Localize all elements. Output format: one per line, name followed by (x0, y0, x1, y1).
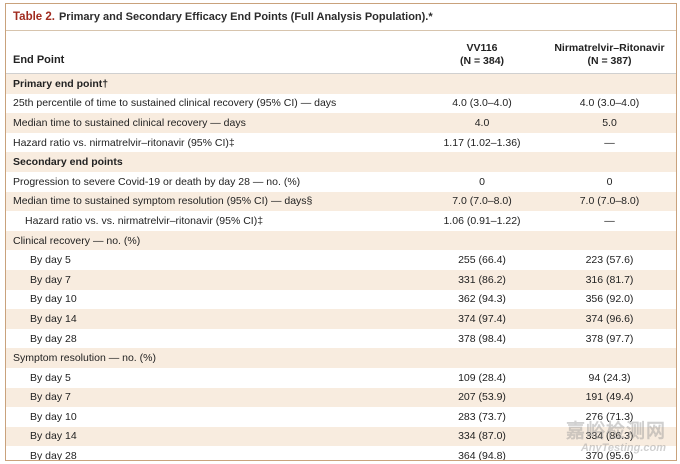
vv116-value: 1.06 (0.91–1.22) (443, 214, 521, 227)
table-row: By day 10 362 (94.3) 356 (92.0) (6, 290, 676, 310)
table-row: Clinical recovery — no. (%) (6, 230, 676, 251)
table-row: Hazard ratio vs. nirmatrelvir–ritonavir … (6, 133, 676, 153)
nirmatrelvir-value: 4.0 (3.0–4.0) (579, 97, 640, 110)
row-label: By day 10 (30, 293, 77, 306)
table-row: Symptom resolution — no. (%) (6, 348, 676, 368)
row-label: By day 28 (30, 332, 77, 345)
row-label: Hazard ratio vs. vs. nirmatrelvir–ritona… (25, 214, 264, 227)
table-row: Secondary end points (6, 152, 676, 172)
vv116-value: 207 (53.9) (458, 391, 506, 404)
nirmatrelvir-value: 374 (96.6) (585, 312, 634, 325)
row-label: By day 14 (30, 312, 77, 325)
table-row: Primary end point† (6, 74, 676, 94)
table-row: Median time to sustained clinical recove… (6, 113, 676, 133)
row-label: By day 7 (30, 273, 71, 286)
nirmatrelvir-value: 356 (92.0) (585, 293, 634, 306)
vv116-value: 362 (94.3) (458, 293, 506, 306)
table-label: Table 2. (13, 11, 55, 23)
vv116-column-header: VV116 (N = 384) (421, 31, 543, 73)
row-label: By day 14 (30, 430, 77, 443)
row-label: By day 7 (30, 391, 71, 404)
vv116-value: 4.0 (474, 116, 490, 129)
vv116-header-name: VV116 (466, 42, 498, 54)
row-label: Clinical recovery — no. (%) (13, 234, 141, 247)
table-row: Progression to severe Covid-19 or death … (6, 172, 676, 192)
row-label: Median time to sustained symptom resolut… (13, 195, 313, 208)
vv116-value: 1.17 (1.02–1.36) (443, 136, 521, 149)
nirmatrelvir-value: — (604, 136, 615, 149)
row-label: Progression to severe Covid-19 or death … (13, 175, 301, 188)
vv116-value: 0 (479, 175, 485, 188)
nirmatrelvir-value: 94 (24.3) (588, 371, 631, 384)
nirmatrelvir-value: — (604, 214, 615, 227)
vv116-value: 7.0 (7.0–8.0) (452, 195, 512, 208)
row-label: By day 10 (30, 410, 77, 423)
vv116-value: 364 (94.8) (458, 450, 506, 461)
table-row: By day 5 109 (28.4) 94 (24.3) (6, 368, 676, 388)
table-body: Primary end point† 25th percentile of tim… (6, 74, 676, 461)
nirmatrelvir-value: 191 (49.4) (585, 391, 634, 404)
table-row: By day 10 283 (73.7) 276 (71.3) (6, 407, 676, 427)
nirmatrelvir-value: 276 (71.3) (585, 410, 634, 423)
vv116-value: 378 (98.4) (458, 332, 506, 345)
table-row: By day 7 207 (53.9) 191 (49.4) (6, 387, 676, 408)
row-label: Hazard ratio vs. nirmatrelvir–ritonavir … (13, 136, 235, 149)
table-row: By day 7 331 (86.2) 316 (81.7) (6, 269, 676, 290)
vv116-value: 4.0 (3.0–4.0) (452, 97, 512, 110)
row-label: 25th percentile of time to sustained cli… (13, 97, 337, 110)
table-row: 25th percentile of time to sustained cli… (6, 94, 676, 114)
nirmatrelvir-value: 7.0 (7.0–8.0) (579, 195, 640, 208)
nirmatrelvir-value: 223 (57.6) (585, 254, 634, 267)
row-label: Primary end point† (13, 77, 109, 90)
row-label: By day 5 (30, 371, 71, 384)
table-header-row: End Point VV116 (N = 384) Nirmatrelvir–R… (6, 31, 676, 74)
table-row: By day 28 378 (98.4) 378 (97.7) (6, 329, 676, 349)
row-label: Median time to sustained clinical recove… (13, 116, 246, 129)
vv116-value: 334 (87.0) (458, 430, 506, 443)
vv116-value: 283 (73.7) (458, 410, 506, 423)
table-caption: Table 2. Primary and Secondary Efficacy … (6, 4, 676, 31)
table-row: By day 28 364 (94.8) 370 (95.6) (6, 446, 676, 461)
table-row: Median time to sustained symptom resolut… (6, 191, 676, 212)
table-row: By day 14 374 (97.4) 374 (96.6) (6, 309, 676, 329)
nirmatrelvir-value: 378 (97.7) (585, 332, 634, 345)
vv116-value: 331 (86.2) (458, 273, 506, 286)
row-label: By day 28 (30, 450, 77, 461)
table-title: Primary and Secondary Efficacy End Point… (58, 11, 433, 23)
nirmatrelvir-value: 5.0 (602, 116, 617, 129)
table-row: By day 14 334 (87.0) 334 (86.3) (6, 426, 676, 447)
nirmatrelvir-value: 370 (95.6) (585, 450, 634, 461)
row-label: By day 5 (30, 254, 71, 267)
endpoint-column-header: End Point (13, 54, 65, 66)
vv116-header-n: (N = 384) (459, 55, 505, 67)
nirmatrelvir-value: 316 (81.7) (585, 273, 634, 286)
vv116-value: 255 (66.4) (458, 254, 506, 267)
table-row: Hazard ratio vs. vs. nirmatrelvir–ritona… (6, 211, 676, 231)
table-page: Table 2. Primary and Secondary Efficacy … (5, 3, 677, 461)
nirmatrelvir-column-header: Nirmatrelvir–Ritonavir (N = 387) (543, 31, 676, 73)
vv116-value: 109 (28.4) (458, 371, 506, 384)
nirmatrelvir-header-n: (N = 387) (587, 55, 632, 67)
nirmatrelvir-value: 0 (606, 175, 613, 188)
vv116-value: 374 (97.4) (458, 312, 506, 325)
row-label: Symptom resolution — no. (%) (13, 352, 156, 365)
table-row: By day 5 255 (66.4) 223 (57.6) (6, 250, 676, 270)
row-label: Secondary end points (13, 156, 123, 169)
nirmatrelvir-value: 334 (86.3) (585, 430, 634, 443)
nirmatrelvir-header-name: Nirmatrelvir–Ritonavir (554, 42, 665, 54)
